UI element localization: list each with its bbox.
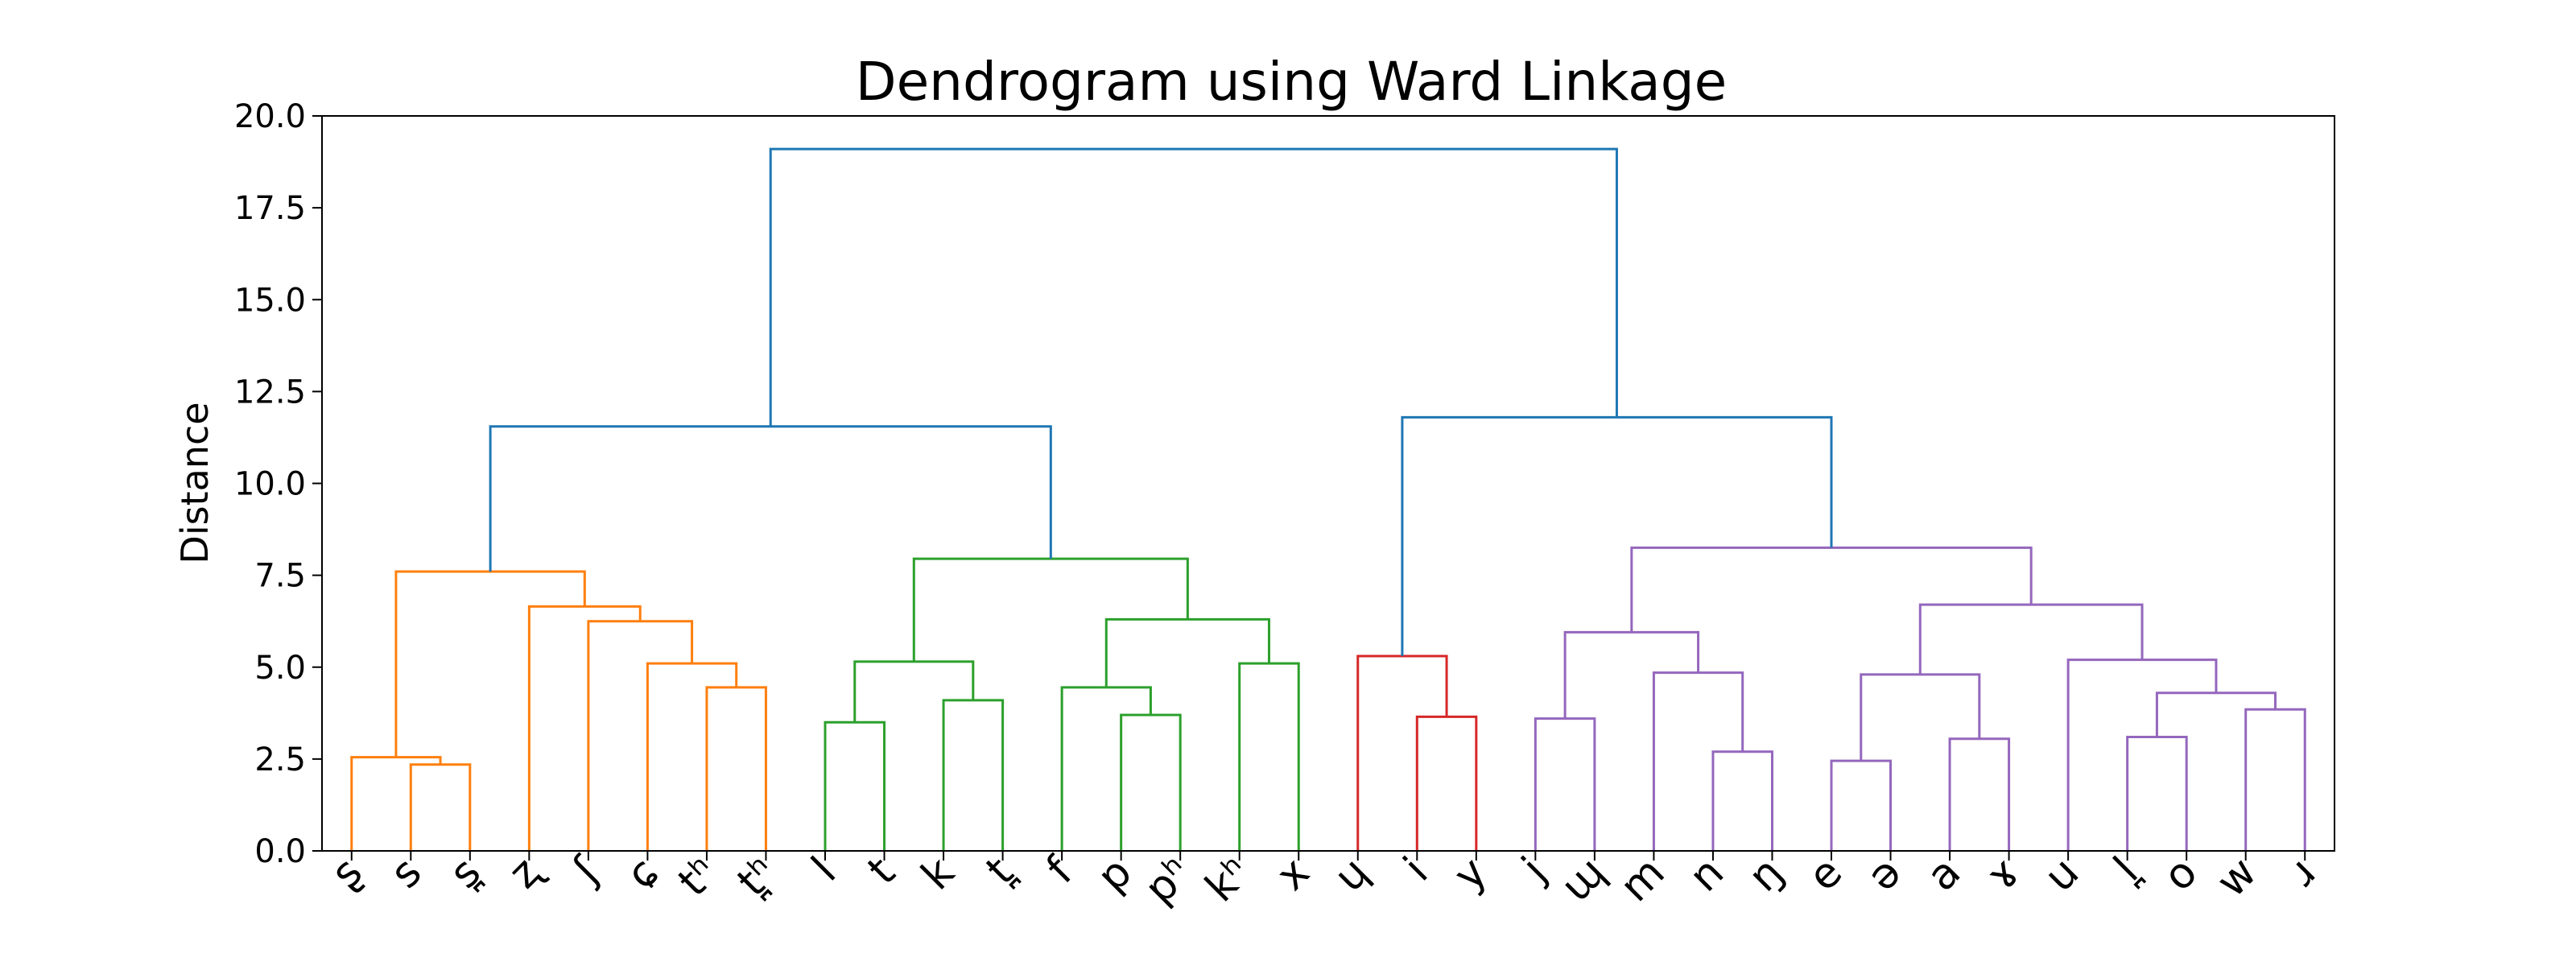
dendrogram-link [394,570,586,758]
dendrogram-link [912,557,1189,662]
dendrogram-link [1534,717,1596,851]
dendrogram-link [2066,658,2218,851]
dendrogram-link [1711,750,1773,851]
dendrogram-link [705,686,767,851]
leaf-label: w [2207,848,2266,907]
dendrogram-link [1120,713,1182,851]
y-tick-label: 20.0 [234,98,306,135]
leaf-label: x [1267,848,1319,900]
dendrogram-link [769,147,1618,427]
y-tick-label: 5.0 [254,650,306,687]
leaf-label: m [1611,848,1674,911]
dendrogram-links [350,147,2306,851]
y-tick-label: 0.0 [254,833,306,870]
y-tick-label: 10.0 [234,466,306,503]
leaf-label: ŋ [1740,848,1793,902]
dendrogram-link [942,699,1005,851]
y-tick-label: 15.0 [234,282,306,319]
leaf-label: ə [1859,848,1911,901]
leaf-label: ɹ [2279,848,2326,895]
dendrogram-link [1563,630,1700,719]
dendrogram-link [409,763,472,851]
dendrogram-link [2155,691,2277,737]
dendrogram-link [350,756,442,851]
plot-frame [321,115,2335,852]
leaf-label: ʃ [564,848,610,894]
leaf-label: ɕ [617,848,668,899]
leaf-label: l [803,848,846,891]
leaf-label: f [1038,848,1084,894]
dendrogram-link [587,620,694,851]
leaf-label: t̪ʰ [729,848,786,906]
dendrogram-link [1830,759,1893,851]
dendrogram-link [1238,662,1300,851]
dendrogram-link [1415,715,1478,851]
leaf-label: u [2036,848,2089,902]
leaf-label: kʰ [1196,848,1260,912]
leaf-label: j [1513,848,1555,891]
y-axis-label: Distance [173,402,217,564]
dendrogram-link [1356,654,1448,851]
leaf-label: n [1680,848,1733,902]
dendrogram-link [2244,708,2306,851]
dendrogram-link [646,662,738,851]
leaf-label: s [382,848,431,898]
dendrogram-link [1860,673,1981,762]
leaf-label: i [1395,848,1438,891]
dendrogram-link [824,720,886,851]
leaf-label: e [1799,848,1852,901]
leaf-label: ɤ [1977,848,2029,900]
y-tick-label: 7.5 [254,558,306,595]
leaf-label: k [913,848,964,900]
y-tick-label: 17.5 [234,190,306,227]
leaf-label: tʰ [669,848,727,906]
y-tick-label: 12.5 [234,374,306,411]
leaf-label: ɥ [1325,848,1378,902]
leaf-label: pʰ [1136,848,1201,914]
leaf-label: a [1918,848,1970,901]
leaf-label: t̪ [977,848,1023,894]
y-tick-label: 2.5 [254,741,306,778]
leaf-label: t [859,848,905,894]
dendrogram-link [527,605,642,851]
leaf-label: s̪ [440,848,490,898]
leaf-label: y [1445,848,1496,900]
dendrogram-link [2126,735,2188,851]
chart-title: Dendrogram using Ward Linkage [856,51,1728,113]
dendrogram-link [1630,546,2033,633]
leaf-label: o [2154,848,2207,901]
leaf-label: p [1088,848,1141,902]
dendrogram-link [1060,686,1152,851]
dendrogram-link [489,425,1052,572]
y-axis-ticks: 0.0 2.5 5.0 7.5 10.0 12.5 15.0 17.5 20.0 [234,98,322,870]
dendrogram-link [1918,603,2144,675]
dendrogram-link [1401,415,1833,657]
dendrogram-link [853,660,975,723]
dendrogram-link [1104,617,1270,687]
leaf-label: ʂ [322,848,372,898]
dendrogram-link [1948,737,2011,851]
leaf-label: ʐ [500,846,551,898]
leaf-label: ɰ [1552,848,1615,911]
dendrogram-link [1652,671,1744,851]
